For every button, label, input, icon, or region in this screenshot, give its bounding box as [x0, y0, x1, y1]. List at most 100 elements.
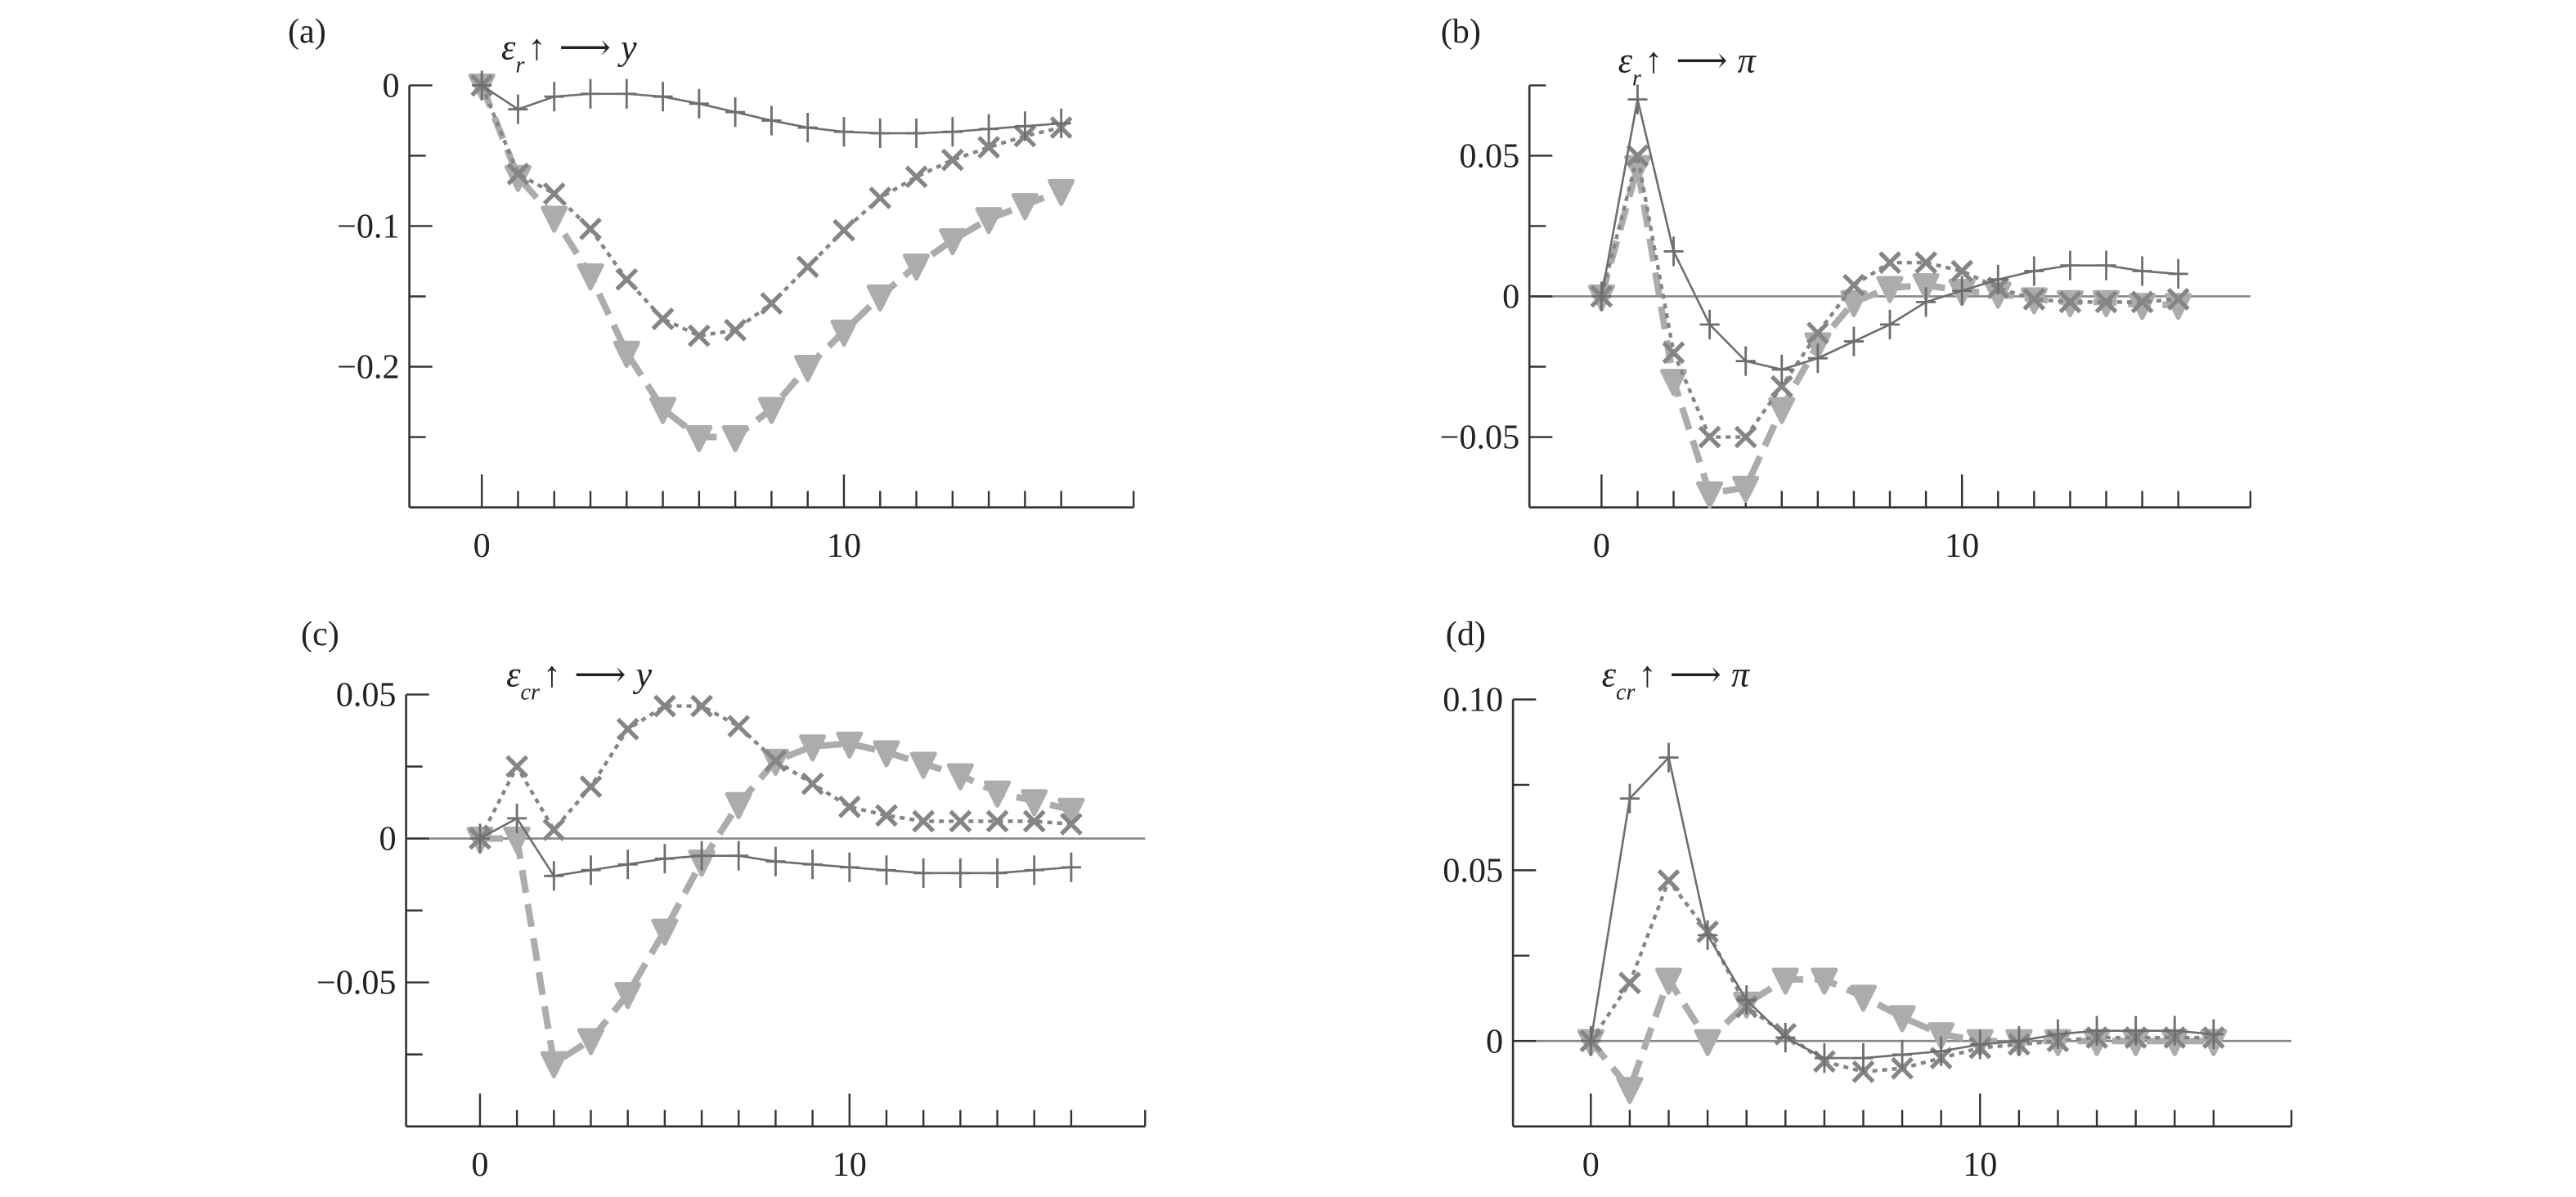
- data-point-plus: [2165, 1015, 2185, 1046]
- title-target: π: [1738, 40, 1757, 80]
- data-point-plus: [581, 855, 601, 885]
- data-point-cross: [1662, 341, 1685, 365]
- y-tick-label: −0.1: [337, 208, 399, 246]
- data-point-plus: [654, 844, 675, 874]
- data-point-cross: [764, 749, 788, 773]
- data-point-plus: [1591, 281, 1612, 312]
- data-point-triangle: [1768, 397, 1796, 424]
- data-point-plus: [469, 823, 490, 854]
- data-point-triangle: [1048, 178, 1075, 207]
- panel-title: εr ↑ ⟶ y: [501, 27, 637, 78]
- data-point-cross: [940, 148, 964, 172]
- data-point-cross: [724, 318, 747, 342]
- data-point-plus: [729, 841, 749, 871]
- data-point-plus: [2024, 256, 2044, 286]
- data-point-cross: [1657, 868, 1681, 892]
- y-tick-label: 0: [1486, 1022, 1503, 1060]
- data-point-plus: [802, 850, 823, 880]
- data-point-plus: [1814, 1043, 1834, 1074]
- y-tick-label: 0: [382, 66, 399, 105]
- data-point-cross: [2022, 288, 2046, 311]
- title-arrow-right: ⟶: [1676, 40, 1727, 80]
- data-point-plus: [1775, 1022, 1796, 1053]
- title-main: ε: [1602, 654, 1617, 694]
- data-point-triangle: [939, 228, 967, 256]
- data-point-cross: [542, 818, 566, 841]
- data-point-cross: [1950, 259, 1974, 283]
- series-line-triangle-down: [479, 740, 1072, 1067]
- data-point-cross: [904, 165, 928, 189]
- y-tick-label: −0.05: [1440, 419, 1520, 457]
- data-point-triangle: [541, 205, 568, 233]
- series-cross: [1590, 144, 2190, 449]
- data-point-triangle: [1811, 967, 1838, 995]
- x-tick-label: 0: [471, 1145, 488, 1184]
- data-point-cross: [2166, 288, 2190, 311]
- panel-d: (d) εcr ↑ ⟶ π 0.10 0.05 0 0 10: [1443, 615, 2293, 1184]
- title-arrow-up: ↑: [1645, 40, 1663, 80]
- series-triangle-down: [468, 73, 1075, 453]
- data-point-cross: [687, 324, 711, 347]
- y-tick-label: −0.05: [316, 964, 397, 1002]
- data-point-plus: [1916, 287, 1936, 317]
- data-point-plus: [1735, 346, 1756, 376]
- data-point-cross: [832, 218, 855, 242]
- title-sub: cr: [1616, 679, 1636, 705]
- data-point-plus: [1952, 276, 1972, 306]
- data-point-plus: [580, 78, 601, 109]
- data-point-plus: [507, 803, 527, 833]
- data-point-plus: [617, 78, 637, 109]
- data-point-cross: [875, 804, 898, 827]
- data-point-cross: [651, 307, 675, 330]
- series-cross: [469, 694, 1083, 850]
- data-point-cross: [801, 772, 824, 796]
- data-point-cross: [615, 267, 639, 291]
- panel-label: (a): [288, 12, 326, 51]
- data-point-cross: [977, 136, 1000, 159]
- x-tick-label: 0: [1593, 527, 1610, 565]
- data-point-triangle: [614, 982, 642, 1010]
- data-point-triangle: [725, 791, 752, 819]
- data-point-triangle: [721, 424, 749, 453]
- data-point-plus: [839, 852, 859, 882]
- data-point-cross: [868, 186, 892, 209]
- data-point-cross: [837, 795, 861, 818]
- data-point-plus: [765, 846, 786, 876]
- data-point-cross: [506, 162, 530, 186]
- data-point-triangle: [1021, 789, 1048, 817]
- data-point-triangle: [1912, 273, 1940, 301]
- series-plus: [1581, 742, 2224, 1074]
- data-point-plus: [797, 112, 818, 143]
- data-point-plus: [1853, 1043, 1874, 1074]
- title-arrow-up: ↑: [543, 654, 561, 694]
- title-main: ε: [501, 27, 516, 67]
- data-point-plus: [1627, 84, 1648, 114]
- data-point-plus: [979, 114, 999, 144]
- data-point-plus: [1051, 108, 1071, 138]
- data-point-cross: [912, 809, 936, 833]
- title-main: ε: [1618, 40, 1633, 80]
- data-point-plus: [2096, 250, 2116, 280]
- data-point-triangle: [757, 397, 785, 424]
- data-point-plus: [761, 105, 782, 136]
- data-point-triangle: [540, 1051, 568, 1078]
- panel-a: (a) εr ↑ ⟶ y 0 −0.1 −0.2 0 10: [288, 12, 1135, 565]
- data-point-triangle: [1876, 276, 1904, 303]
- data-point-triangle: [613, 340, 640, 368]
- x-tick-label: 0: [473, 527, 491, 565]
- data-point-triangle: [902, 253, 931, 281]
- data-point-plus: [1663, 236, 1684, 267]
- panel-c: (c) εcr ↑ ⟶ y 0.05 0 −0.05 0 10: [301, 615, 1147, 1184]
- data-point-triangle: [983, 780, 1012, 808]
- data-point-plus: [1879, 309, 1901, 339]
- data-point-cross: [1060, 813, 1083, 836]
- title-main: ε: [506, 654, 521, 694]
- data-point-plus: [508, 94, 528, 124]
- data-point-triangle: [1840, 289, 1868, 317]
- data-point-plus: [2087, 1015, 2107, 1046]
- data-point-cross: [2058, 290, 2082, 314]
- panel-title: εr ↑ ⟶ π: [1618, 40, 1757, 91]
- data-point-plus: [1619, 783, 1640, 814]
- data-point-triangle: [685, 424, 713, 453]
